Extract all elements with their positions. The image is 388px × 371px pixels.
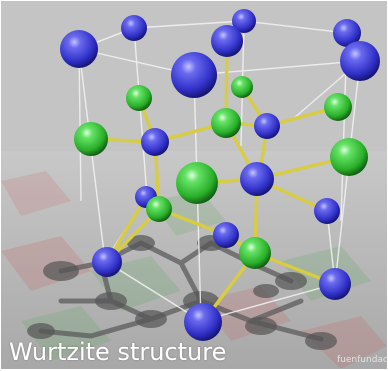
anion-atom: [211, 108, 241, 138]
cation-atom: [232, 9, 256, 33]
cation-atom: [254, 113, 280, 139]
cation-atom: [184, 303, 222, 341]
floor-shadow-blobs: [27, 235, 337, 350]
cation-atom: [211, 25, 243, 57]
cation-atom: [340, 41, 380, 81]
cation-atom: [314, 198, 340, 224]
cation-atom: [319, 268, 351, 300]
cation-atom: [121, 15, 147, 41]
anion-atom: [74, 122, 108, 156]
cation-atom: [141, 128, 169, 156]
anion-atom: [176, 162, 218, 204]
cation-atom: [171, 52, 217, 98]
credit-text: fuenfundac: [337, 355, 387, 365]
anion-atom: [146, 196, 172, 222]
cation-atom: [240, 162, 274, 196]
anion-atom: [324, 93, 352, 121]
cation-atom: [333, 19, 361, 47]
cation-atom: [213, 222, 239, 248]
figure-caption: Wurtzite structure: [9, 338, 227, 366]
anion-atom: [231, 76, 253, 98]
atoms: [60, 9, 380, 341]
cation-atom: [92, 247, 122, 277]
anion-atom: [330, 138, 368, 176]
anion-atom: [126, 85, 152, 111]
anion-atom: [239, 237, 271, 269]
cation-atom: [60, 30, 98, 68]
